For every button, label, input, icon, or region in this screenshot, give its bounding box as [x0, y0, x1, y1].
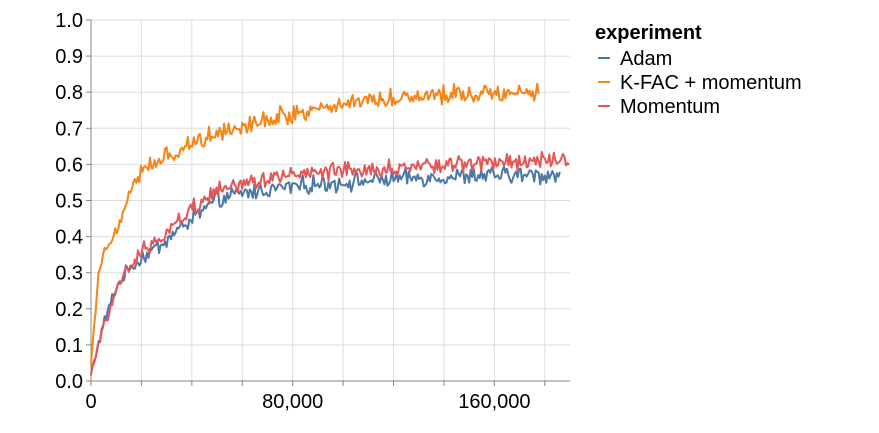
legend-label: Adam: [620, 48, 672, 70]
y-tick-label: 0.9: [55, 46, 83, 68]
y-tick-label: 0.4: [55, 227, 83, 249]
y-tick-label: 0.3: [55, 263, 83, 285]
y-tick-label: 0.1: [55, 335, 83, 357]
y-tick-label: 0.5: [55, 191, 83, 213]
grid: [90, 19, 570, 382]
y-tick-label: 0.7: [55, 118, 83, 140]
y-tick-label: 1.0: [55, 10, 83, 32]
axes: 0.0 0.1 0.2 0.3 0.4 0.5 0.6 0.7 0.8 0.9 1.0 0 80,000…: [55, 10, 570, 413]
legend-title: experiment: [595, 22, 702, 44]
series-lines: [90, 82, 570, 376]
series-line-k-fac-momentum: [90, 82, 540, 365]
series-line-momentum: [90, 150, 570, 376]
y-tick-label: 0.6: [55, 154, 83, 176]
y-tick-label: 0.0: [55, 371, 83, 393]
legend-label: Momentum: [620, 96, 720, 118]
x-tick-label: 160,000: [458, 391, 530, 413]
legend-label: K-FAC + momentum: [620, 72, 802, 94]
series-line-adam: [90, 165, 561, 374]
x-tick-label: 0: [85, 391, 96, 413]
x-tick-label: 80,000: [262, 391, 323, 413]
y-tick-label: 0.8: [55, 82, 83, 104]
y-tick-label: 0.2: [55, 299, 83, 321]
